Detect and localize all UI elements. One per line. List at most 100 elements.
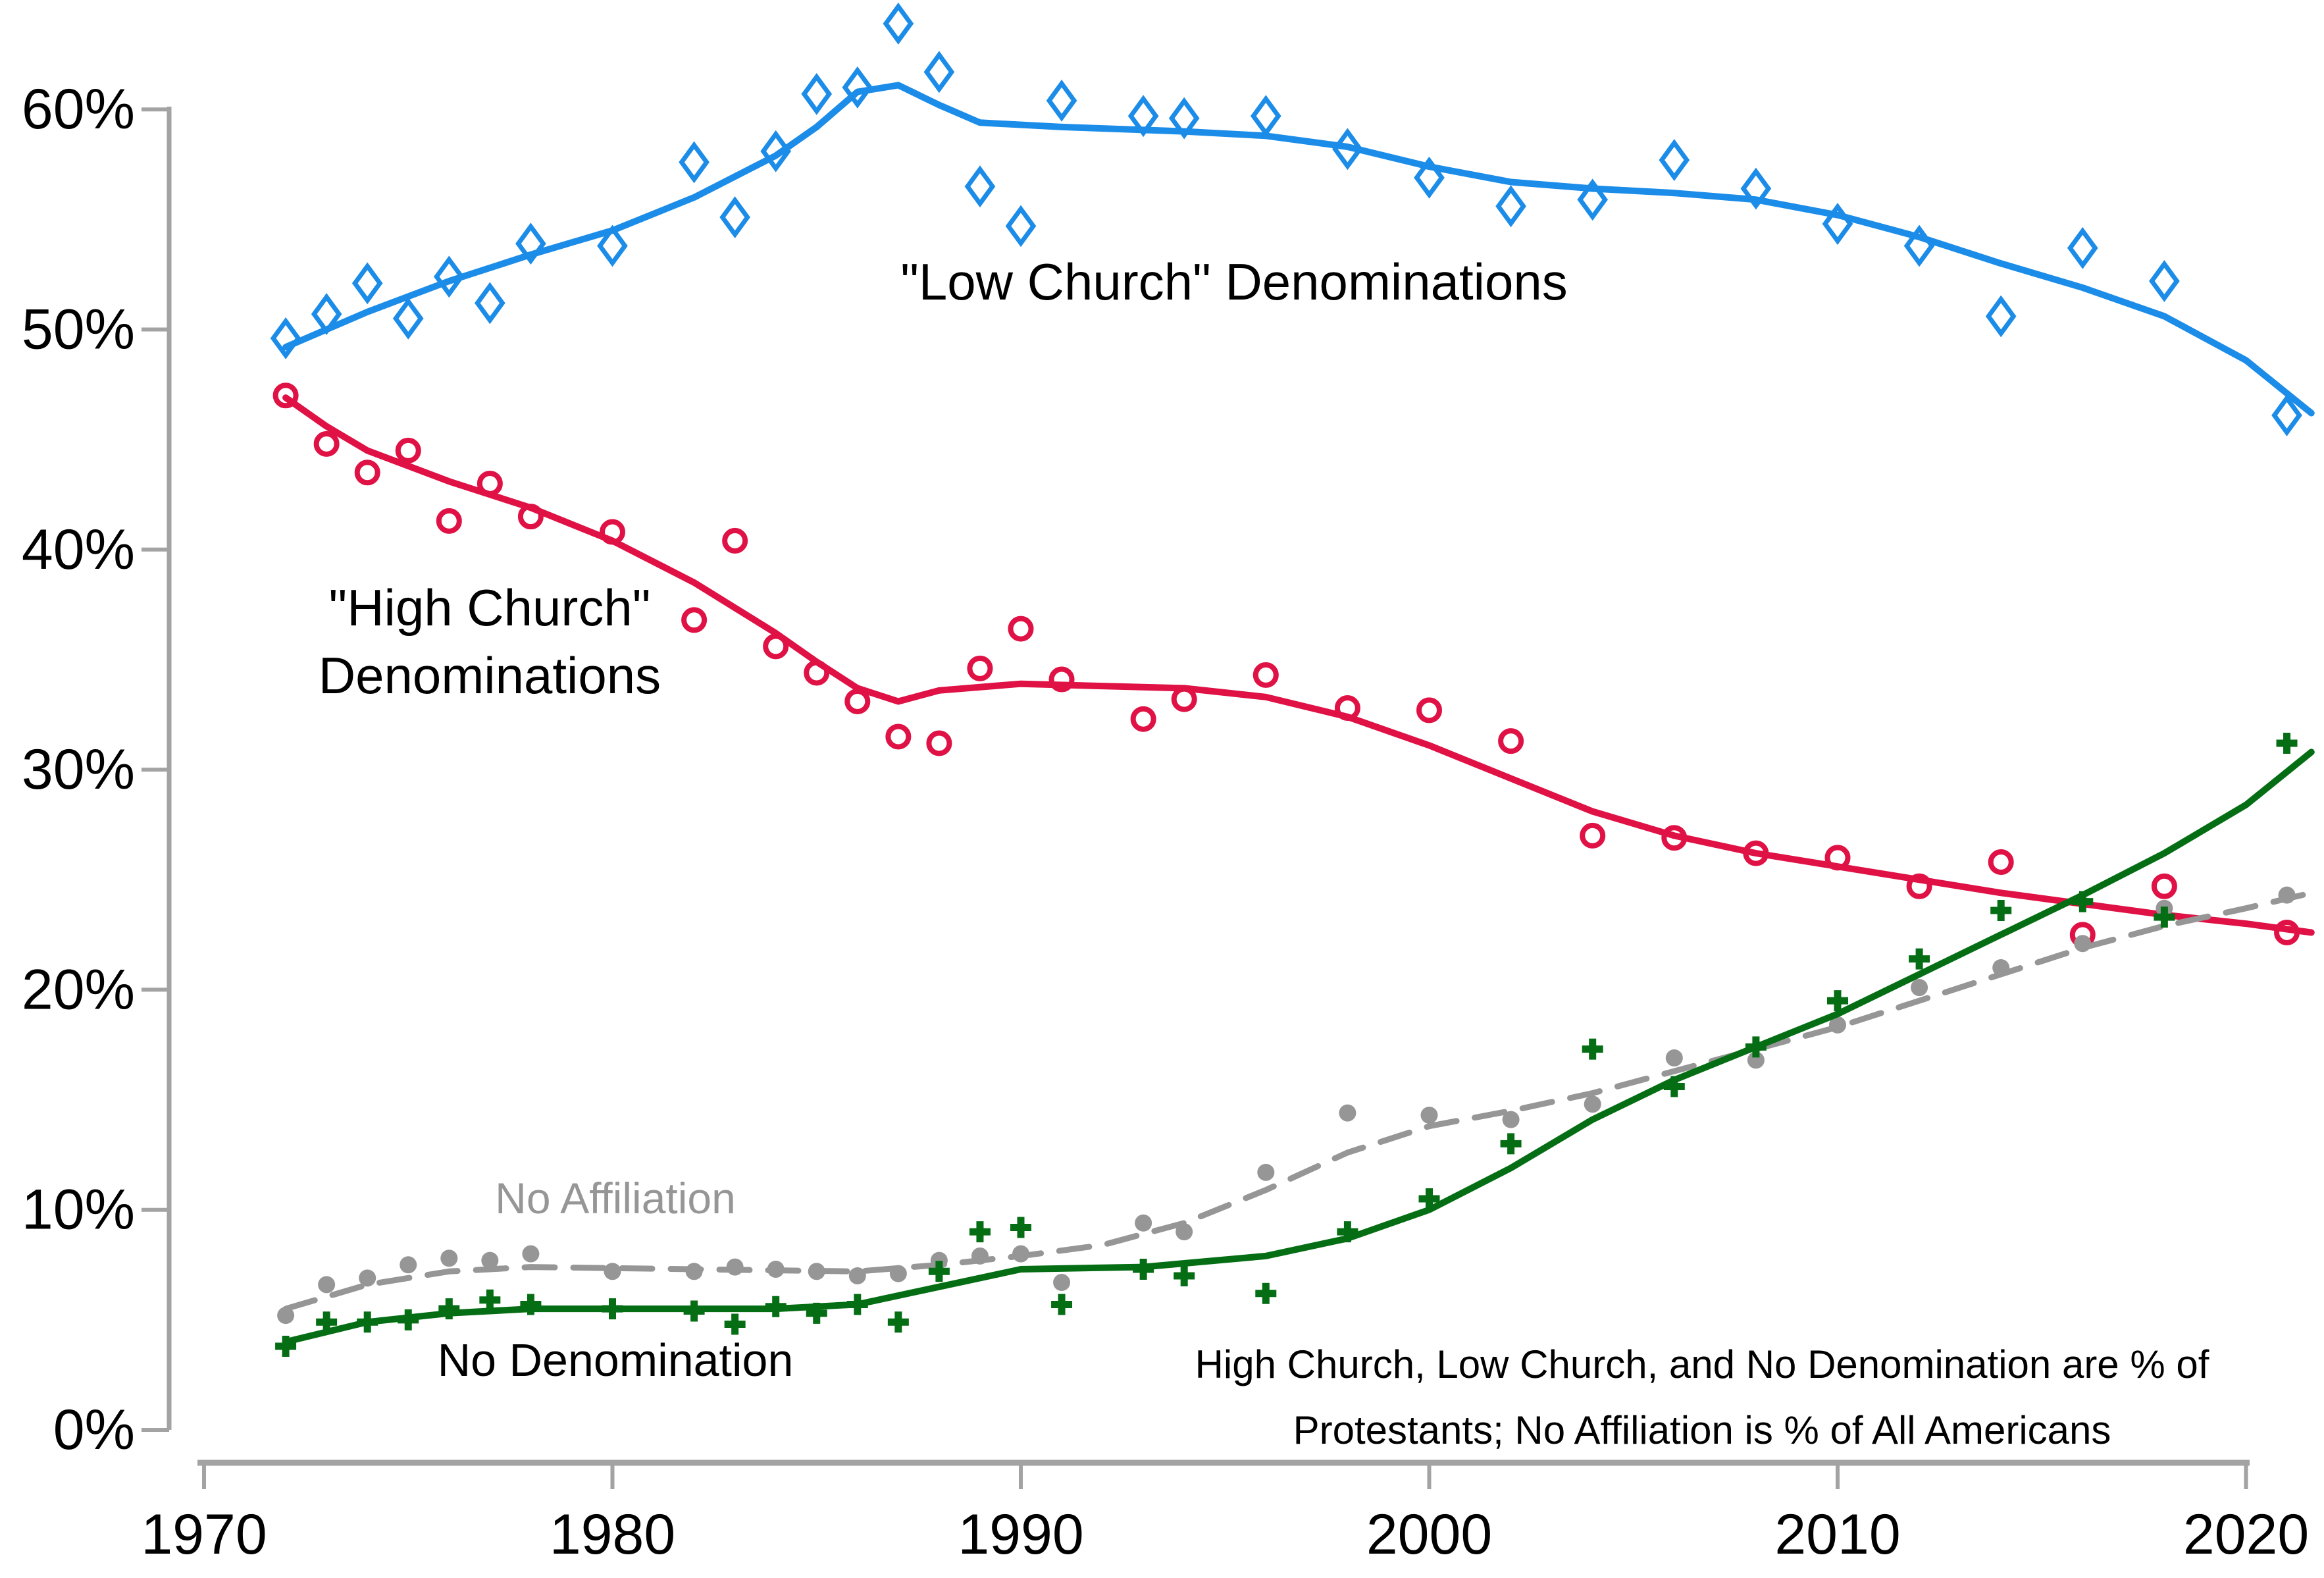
circle-marker (272, 382, 299, 409)
plus-marker (887, 1311, 909, 1333)
circle-marker (1008, 616, 1034, 642)
diamond-marker (311, 293, 342, 336)
circle-marker (1906, 873, 1932, 899)
circle-marker (436, 508, 462, 534)
y-tick-label: 30% (22, 738, 135, 801)
dot-marker (1053, 1274, 1071, 1292)
footnote-line: Protestants; No Affiliation is % of All … (1293, 1408, 2111, 1452)
diamond-marker (719, 196, 750, 238)
circle-marker (1988, 849, 2014, 876)
plus-marker (1255, 1282, 1277, 1304)
dot-marker (1911, 979, 1928, 997)
no-affiliation-label: No Affiliation (495, 1174, 736, 1223)
diamond-marker (2149, 260, 2180, 302)
dot-marker (1992, 959, 2010, 976)
dot-marker (440, 1249, 458, 1267)
diamond-marker (1046, 79, 1077, 122)
dot-marker (277, 1307, 295, 1325)
circle-marker (313, 431, 340, 457)
plus-marker (602, 1298, 623, 1320)
dot-marker (930, 1251, 948, 1269)
x-tick-label: 2020 (2183, 1503, 2309, 1566)
footnote: High Church, Low Church, and No Denomina… (1195, 1342, 2209, 1452)
plus-marker (969, 1221, 991, 1243)
dot-marker (1584, 1095, 1601, 1113)
dot-marker (359, 1269, 376, 1287)
no-denomination-label: No Denomination (438, 1334, 794, 1386)
diamond-marker (1495, 185, 1526, 228)
dot-marker (481, 1251, 499, 1269)
diamond-marker (760, 130, 792, 172)
y-tick-label: 40% (22, 518, 135, 581)
circle-marker (395, 437, 421, 463)
low-church-markers (270, 2, 2302, 436)
diamond-marker (2271, 394, 2302, 436)
dot-marker (889, 1265, 907, 1282)
plus-marker (2276, 732, 2298, 754)
dot-marker (2074, 935, 2092, 953)
dot-marker (767, 1260, 785, 1278)
plus-marker (1827, 990, 1848, 1012)
dot-marker (1665, 1049, 1683, 1067)
plus-marker (1582, 1038, 1603, 1060)
circle-marker (1171, 686, 1197, 712)
plus-marker (1990, 900, 2012, 922)
dot-marker (808, 1263, 825, 1280)
plus-marker (724, 1313, 746, 1335)
diamond-marker (679, 141, 710, 184)
low-church-series: "Low Church" Denominations (270, 2, 2315, 436)
plus-marker (1418, 1188, 1440, 1209)
circle-marker (1743, 840, 1769, 866)
plus-marker (1337, 1221, 1358, 1243)
dot-marker (726, 1258, 744, 1276)
diamond-marker (1168, 97, 1200, 140)
dot-marker (400, 1256, 417, 1274)
circle-marker (967, 655, 993, 681)
x-tick-label: 1990 (958, 1503, 1083, 1566)
circle-marker (722, 527, 748, 554)
circle-marker (926, 730, 952, 756)
plus-marker (2154, 907, 2175, 928)
plus-marker (1663, 1076, 1685, 1097)
dot-marker (2278, 886, 2296, 904)
circle-marker (1498, 728, 1524, 754)
high-church-label: Denominations (319, 646, 661, 704)
circle-marker (477, 471, 503, 497)
diamond-marker (1903, 224, 1935, 267)
diamond-marker (475, 282, 505, 325)
circle-marker (1252, 662, 1279, 688)
dot-marker (685, 1263, 703, 1280)
dot-marker (604, 1263, 621, 1280)
diamond-marker (1577, 178, 1609, 221)
plus-marker (1133, 1258, 1154, 1280)
dot-marker (1829, 1016, 1846, 1034)
diamond-marker (515, 223, 546, 265)
circle-marker (1580, 822, 1606, 849)
plus-marker (683, 1300, 705, 1322)
no-denomination-trend-line (282, 749, 2315, 1346)
dot-marker (1012, 1245, 1029, 1263)
dot-marker (1135, 1214, 1152, 1232)
circle-marker (600, 519, 625, 545)
diamond-marker (1740, 167, 1772, 210)
diamond-marker (351, 262, 383, 305)
circle-marker (1130, 706, 1156, 732)
diamond-marker (1414, 156, 1445, 199)
diamond-marker (801, 72, 833, 115)
circle-marker (844, 688, 871, 714)
plus-marker (806, 1302, 827, 1324)
diamond-marker (1005, 205, 1037, 248)
y-tick-label: 60% (22, 78, 135, 141)
diamond-marker (1250, 95, 1281, 138)
plus-marker (765, 1296, 787, 1317)
diamond-marker (1332, 128, 1363, 171)
plus-marker (275, 1335, 297, 1357)
dot-marker (848, 1267, 866, 1284)
low-church-trend-line (282, 82, 2315, 417)
circle-marker (1824, 845, 1851, 871)
dot-marker (1420, 1106, 1438, 1124)
diamond-marker (964, 165, 996, 208)
footnote-line: High Church, Low Church, and No Denomina… (1195, 1342, 2209, 1386)
plus-marker (1745, 1036, 1767, 1058)
